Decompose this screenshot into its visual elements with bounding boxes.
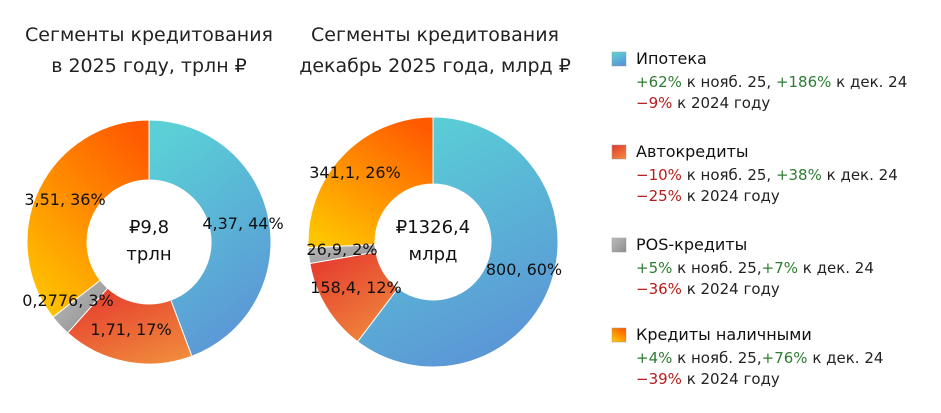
legend-change-line: −9% к 2024 году [636, 94, 770, 112]
legend-swatch [611, 327, 627, 343]
legend: Ипотека +62% к нояб. 25, +186% к дек. 24 −… [611, 49, 907, 388]
legend-name: Ипотека [636, 49, 707, 68]
legend-change-line: +4% к нояб. 25,+76% к дек. 24 [636, 349, 883, 367]
legend-change-line: −25% к 2024 году [636, 187, 780, 205]
slice-cash [26, 119, 150, 318]
legend-swatch [611, 144, 627, 160]
legend-item-pos: POS-кредиты +5% к нояб. 25,+7% к дек. 24 −… [611, 235, 874, 298]
slice-ipoteka [356, 116, 559, 368]
legend-change-line: −36% к 2024 году [636, 280, 780, 298]
legend-swatch [611, 237, 627, 253]
chart-title-line: Сегменты кредитования [311, 24, 559, 46]
slice-label-auto: 1,71, 17% [90, 320, 171, 339]
slice-cash [307, 116, 434, 249]
chart-title-line: в 2025 году, трлн ₽ [51, 55, 247, 77]
legend-swatch [611, 51, 627, 67]
legend-change-line: +5% к нояб. 25,+7% к дек. 24 [636, 259, 874, 277]
legend-name: POS-кредиты [636, 235, 747, 254]
legend-item-cash: Кредиты наличными +4% к нояб. 25,+76% к д… [611, 325, 883, 388]
slice-ipoteka [148, 119, 272, 357]
legend-name: Автокредиты [636, 142, 749, 161]
legend-change-line: +62% к нояб. 25, +186% к дек. 24 [636, 73, 907, 91]
center-total-line: ₽9,8 [129, 217, 169, 238]
center-total-line: млрд [409, 244, 458, 265]
slice-label-pos: 26,9, 2% [306, 240, 377, 259]
legend-change-line: −10% к нояб. 25, +38% к дек. 24 [636, 166, 898, 184]
donut-chart-1: Сегменты кредитования в 2025 году, трлн ₽… [22, 24, 284, 365]
legend-name: Кредиты наличными [636, 325, 812, 344]
chart-title-line: Сегменты кредитования [25, 24, 273, 46]
legend-item-auto: Автокредиты −10% к нояб. 25, +38% к дек. … [611, 142, 898, 205]
slice-label-ipoteka: 800, 60% [486, 260, 562, 279]
legend-item-ipoteka: Ипотека +62% к нояб. 25, +186% к дек. 24 −… [611, 49, 907, 112]
slice-label-pos: 0,2776, 3% [22, 291, 114, 310]
slice-label-cash: 3,51, 36% [24, 190, 105, 209]
center-total-line: ₽1326,4 [396, 217, 470, 238]
slice-label-ipoteka: 4,37, 44% [202, 214, 283, 233]
center-total-line: трлн [126, 244, 171, 265]
donut-chart-2: Сегменты кредитования декабрь 2025 года, … [299, 24, 571, 368]
legend-change-line: −39% к 2024 году [636, 370, 780, 388]
slice-label-cash: 341,1, 26% [309, 163, 401, 182]
chart-title-line: декабрь 2025 года, млрд ₽ [299, 55, 571, 77]
slice-label-auto: 158,4, 12% [310, 278, 402, 297]
